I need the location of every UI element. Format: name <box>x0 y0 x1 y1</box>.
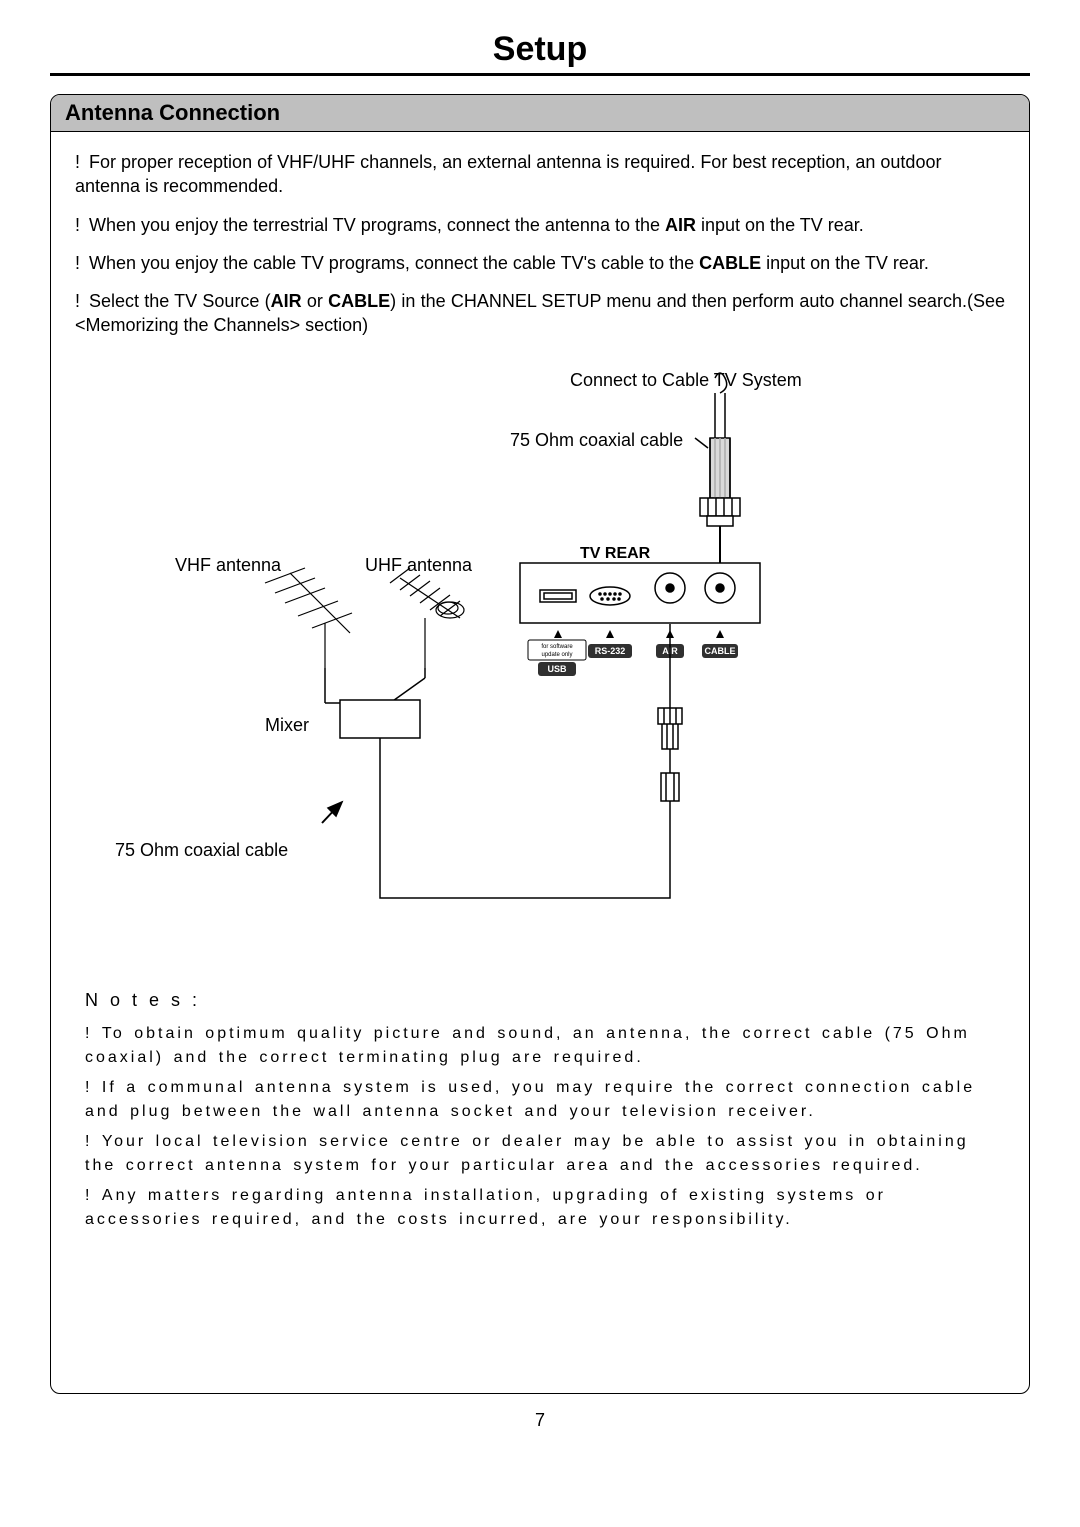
note-2: ! If a communal antenna system is used, … <box>85 1076 1005 1124</box>
p4-c: or <box>302 291 328 311</box>
bang-icon: ! <box>85 1025 92 1042</box>
p3-c: input on the TV rear. <box>761 253 929 273</box>
p2-a: When you enjoy the terrestrial TV progra… <box>89 215 665 235</box>
paragraph-4: !Select the TV Source (AIR or CABLE) in … <box>75 289 1005 338</box>
bang-icon: ! <box>75 251 89 275</box>
note-4-text: Any matters regarding antenna installati… <box>85 1187 886 1228</box>
p4-d: CABLE <box>328 291 390 311</box>
title-rule <box>50 73 1030 76</box>
diagram-svg: for software update only USB RS-232 AIR … <box>90 368 990 948</box>
note-2-text: If a communal antenna system is used, yo… <box>85 1079 975 1120</box>
p1-text: For proper reception of VHF/UHF channels… <box>75 152 941 196</box>
bang-icon: ! <box>85 1079 92 1096</box>
outer-box: Antenna Connection !For proper reception… <box>50 94 1030 1394</box>
p3-b: CABLE <box>699 253 761 273</box>
p3-a: When you enjoy the cable TV programs, co… <box>89 253 699 273</box>
content-area: !For proper reception of VHF/UHF channel… <box>51 132 1029 1258</box>
note-3: ! Your local television service centre o… <box>85 1130 1005 1178</box>
paragraph-2: !When you enjoy the terrestrial TV progr… <box>75 213 1005 237</box>
note-3-text: Your local television service centre or … <box>85 1133 969 1174</box>
bang-icon: ! <box>75 213 89 237</box>
note-1-text: To obtain optimum quality picture and so… <box>85 1025 970 1066</box>
bang-icon: ! <box>85 1187 92 1204</box>
p2-b: AIR <box>665 215 696 235</box>
p4-a: Select the TV Source ( <box>89 291 271 311</box>
p2-c: input on the TV rear. <box>696 215 864 235</box>
cable-port-label: CABLE <box>705 646 736 656</box>
paragraph-1: !For proper reception of VHF/UHF channel… <box>75 150 1005 199</box>
bang-icon: ! <box>85 1133 92 1150</box>
bang-icon: ! <box>75 289 89 313</box>
p4-b: AIR <box>271 291 302 311</box>
bang-icon: ! <box>75 150 89 174</box>
page-title: Setup <box>50 30 1030 69</box>
note-4: ! Any matters regarding antenna installa… <box>85 1184 1005 1232</box>
usb-note1: for software <box>541 644 573 650</box>
antenna-diagram: Connect to Cable TV System 75 Ohm coaxia… <box>90 368 990 948</box>
notes-heading: Notes: <box>85 988 1005 1012</box>
usb-note2: update only <box>541 652 572 658</box>
page-number: 7 <box>50 1410 1030 1431</box>
usb-port-label: USB <box>547 664 567 674</box>
section-header: Antenna Connection <box>51 95 1029 132</box>
paragraph-3: !When you enjoy the cable TV programs, c… <box>75 251 1005 275</box>
note-1: ! To obtain optimum quality picture and … <box>85 1022 1005 1070</box>
rs232-port-label: RS-232 <box>595 646 626 656</box>
